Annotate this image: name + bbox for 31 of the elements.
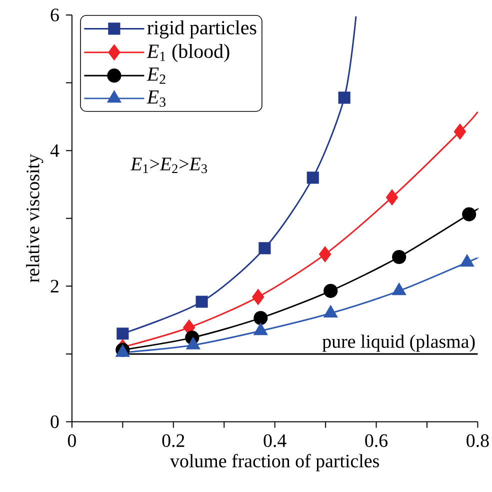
legend-label: E$_{1}$ (blood) — [146, 44, 230, 62]
legend-label: E$_{3}$ — [146, 90, 166, 107]
point — [324, 306, 338, 318]
point — [386, 190, 398, 206]
y-tick-label: 2 — [50, 280, 59, 292]
legend-label: rigid particles — [147, 20, 256, 38]
point — [196, 296, 208, 308]
point — [258, 242, 271, 254]
point — [392, 250, 406, 264]
point — [462, 207, 476, 222]
point — [338, 92, 351, 104]
point — [254, 310, 268, 326]
x-tick-label: 0.8 — [466, 434, 489, 448]
y-axis-title: relative viscosity — [26, 154, 44, 282]
x-tick-label: 0.6 — [365, 434, 388, 448]
point — [319, 246, 332, 262]
y-tick-label: 6 — [50, 8, 60, 22]
y-tick-label: 0 — [50, 415, 59, 428]
point — [324, 284, 338, 298]
point — [252, 289, 264, 305]
x-tick-label: 0.4 — [264, 434, 287, 448]
y-tick-label: 4 — [50, 144, 60, 157]
x-tick-label: 0.2 — [162, 434, 184, 448]
annotation: E$_{1}$>E$_{2}$>E$_{3}$ — [130, 158, 208, 174]
x-tick-label: 0 — [68, 434, 76, 448]
point — [306, 172, 320, 184]
point — [116, 328, 129, 340]
point — [454, 124, 466, 140]
series-label: pure liquid (plasma) — [322, 334, 475, 352]
legend-label: E$_{2}$ — [146, 68, 166, 84]
x-axis-title: volume fraction of particles — [170, 454, 380, 472]
